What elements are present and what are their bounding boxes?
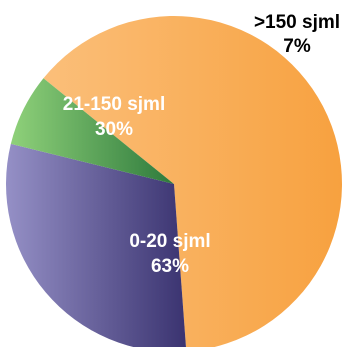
slice-label-0: 0-20 sjml <box>129 231 210 252</box>
pie-slices <box>6 16 342 347</box>
slice-label-1: 21-150 sjml <box>63 94 165 115</box>
slice-value-label-2: 7% <box>283 36 311 57</box>
slice-label-2: >150 sjml <box>254 12 340 33</box>
pie-slice-1 <box>6 143 186 347</box>
slice-value-label-0: 63% <box>151 256 189 277</box>
pie-labels: 0-20 sjml 63% 21-150 sjml 30% >150 sjml 7% <box>63 12 340 277</box>
pie-slice-2 <box>10 78 174 184</box>
pie-slice-0 <box>43 16 342 347</box>
slice-value-label-1: 30% <box>95 119 133 140</box>
